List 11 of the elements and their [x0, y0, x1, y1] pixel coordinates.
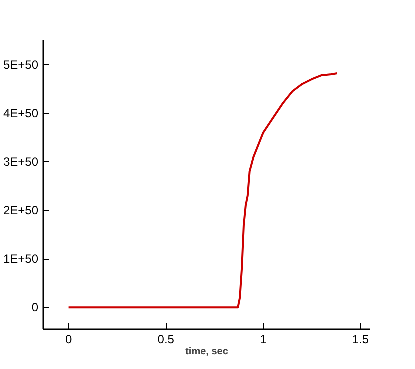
x-tick-label: 0.5: [158, 332, 175, 346]
x-axis-title: time, sec: [186, 346, 229, 358]
y-tick-label: 4E+50: [3, 106, 39, 120]
x-tick-label: 0: [65, 332, 72, 346]
x-tick-label: 1: [260, 332, 268, 346]
y-tick-label: 5E+50: [3, 58, 39, 72]
y-tick-label: 3E+50: [3, 154, 39, 169]
y-tick-label: 1E+50: [3, 252, 39, 266]
x-tick-label: 1.5: [352, 332, 370, 346]
y-tick-label: 2E+50: [3, 204, 39, 218]
y-tick-label: 0: [32, 300, 39, 315]
